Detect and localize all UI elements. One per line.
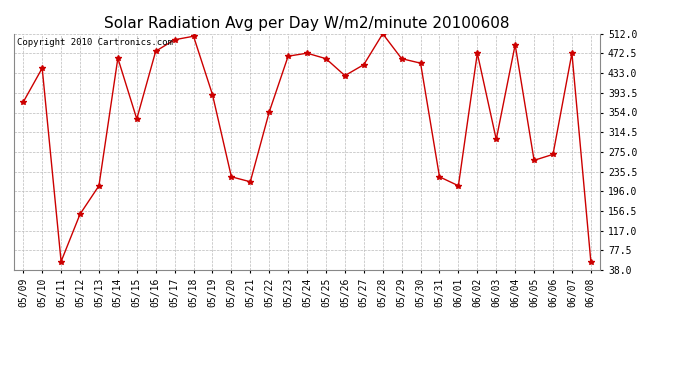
Text: Copyright 2010 Cartronics.com: Copyright 2010 Cartronics.com bbox=[17, 39, 172, 48]
Title: Solar Radiation Avg per Day W/m2/minute 20100608: Solar Radiation Avg per Day W/m2/minute … bbox=[104, 16, 510, 31]
